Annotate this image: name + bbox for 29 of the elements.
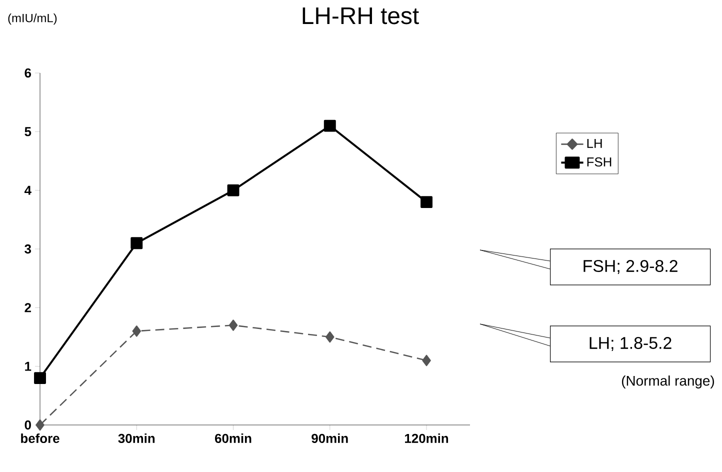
y-tick-label: 4 — [24, 186, 32, 195]
y-tick-label: 1 — [25, 362, 32, 371]
legend-label: FSH — [587, 157, 612, 167]
point — [36, 419, 44, 431]
x-tick-label: 60min — [215, 434, 252, 444]
x-tick-label: before — [21, 434, 60, 444]
point — [422, 354, 431, 366]
text: (Normal range) — [622, 375, 714, 388]
y-tick-label: 2 — [24, 303, 31, 312]
y-tick-label: 6 — [24, 68, 32, 78]
x-tick-label: 90min — [312, 434, 348, 444]
point — [324, 120, 336, 132]
x-tick-label: 120min — [405, 434, 448, 444]
point — [420, 196, 433, 208]
text: LH; 1.8-5.2 — [590, 336, 672, 351]
y-tick-label: 3 — [24, 244, 32, 254]
legend-label: LH — [587, 139, 602, 148]
point — [130, 237, 143, 250]
point — [34, 372, 46, 384]
chart-title: LH-RH test — [302, 8, 419, 24]
y-axis-title: (mIU/mL) — [8, 14, 57, 25]
y-tick-label: 5 — [24, 127, 32, 136]
point — [132, 325, 142, 337]
point — [227, 184, 240, 196]
y-tick-label: 0 — [24, 420, 31, 430]
text: FSH; 2.9-8.2 — [584, 260, 678, 274]
point — [228, 320, 238, 331]
point — [326, 331, 334, 343]
x-tick-label: 30min — [118, 434, 155, 444]
